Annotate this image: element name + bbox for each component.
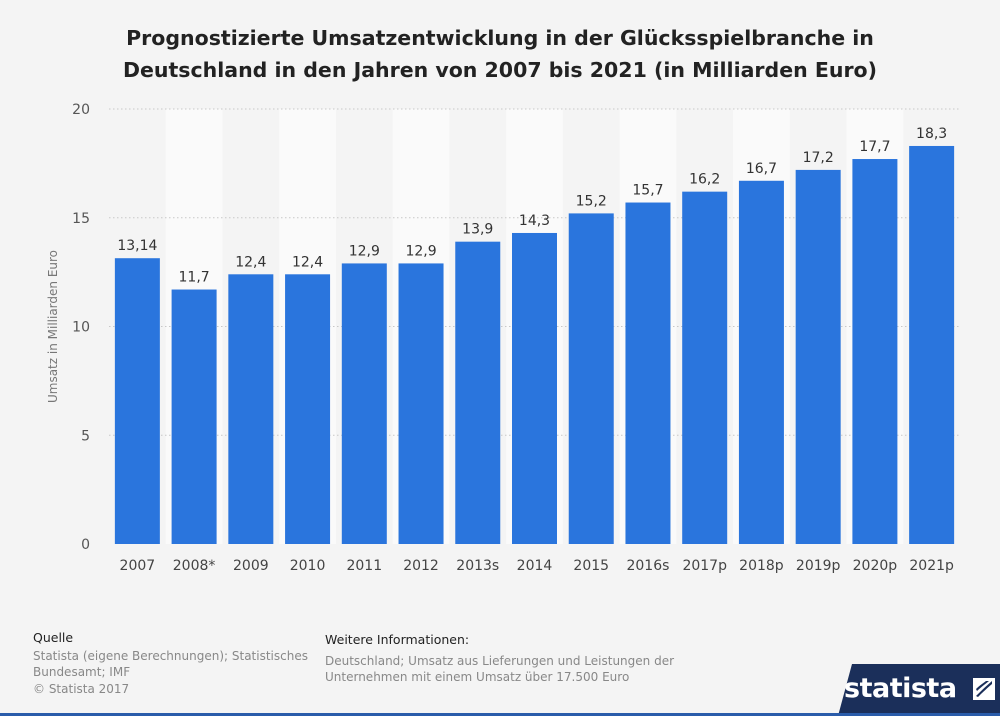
bar-value-label: 12,4 (235, 254, 266, 270)
x-tick-label: 2020p (853, 558, 898, 574)
bar-value-label: 13,14 (117, 238, 157, 254)
bar[interactable] (455, 241, 501, 545)
y-tick-label: 0 (81, 537, 90, 553)
bar-value-label: 18,3 (916, 126, 947, 142)
x-tick-label: 2017p (682, 558, 727, 574)
bar-chart: 0 5 10 15 20 Umsatz in Milliarden Euro 13,14… (46, 102, 960, 574)
bar-value-label: 12,9 (349, 243, 380, 259)
bar[interactable] (171, 289, 217, 544)
source-heading: Quelle (33, 630, 74, 645)
x-tick-label: 2008* (173, 558, 216, 574)
statista-logo[interactable]: statista (838, 664, 1000, 716)
x-tick-label: 2018p (739, 558, 784, 574)
bar[interactable] (114, 258, 160, 544)
bar-value-label: 14,3 (519, 213, 550, 229)
info-text-line-1: Deutschland; Umsatz aus Lieferungen und … (325, 653, 675, 668)
x-tick-label: 2007 (120, 558, 156, 574)
bar[interactable] (738, 180, 784, 544)
chart-title-line-1: Prognostizierte Umsatzentwicklung in der… (126, 26, 874, 50)
bar-value-label: 17,7 (859, 139, 890, 155)
bar-value-label: 12,4 (292, 254, 323, 270)
bar-value-label: 13,9 (462, 222, 493, 238)
bar[interactable] (568, 213, 614, 544)
source-text-line-1: Statista (eigene Berechnungen); Statisti… (33, 648, 308, 663)
logo-background (838, 664, 1000, 716)
bar[interactable] (625, 202, 671, 544)
bar[interactable] (795, 169, 841, 544)
x-tick-label: 2016s (626, 558, 669, 574)
bar-value-label: 15,7 (632, 183, 663, 199)
y-tick-label: 10 (72, 320, 90, 336)
x-tick-label: 2009 (233, 558, 269, 574)
x-tick-label: 2013s (456, 558, 499, 574)
x-tick-label: 2019p (796, 558, 841, 574)
bar[interactable] (285, 274, 331, 544)
info-block: Weitere Informationen: Deutschland; Umsa… (325, 632, 674, 686)
info-heading: Weitere Informationen: (325, 632, 470, 647)
bar[interactable] (512, 232, 557, 544)
chart-title: Prognostizierte Umsatzentwicklung in der… (0, 22, 1000, 86)
y-tick-label: 20 (72, 102, 90, 118)
x-tick-label: 2011 (346, 558, 382, 574)
y-axis-label: Umsatz in Milliarden Euro (46, 250, 60, 403)
source-block: Quelle Statista (eigene Berechnungen); S… (33, 630, 308, 697)
bars (114, 145, 955, 545)
chart-title-line-2: Deutschland in den Jahren von 2007 bis 2… (122, 58, 878, 82)
bar-value-label: 12,9 (405, 243, 436, 259)
bar-value-label: 16,7 (746, 161, 777, 177)
bar[interactable] (909, 145, 955, 544)
x-axis-labels: 2007 2008* 2009 2010 2011 2012 2013s 2014 2015 20… (120, 558, 954, 574)
logo-text: statista (844, 673, 957, 704)
value-labels: 13,14 11,7 12,4 12,4 12,9 12,9 13,9 14,3 15,2 15,… (117, 126, 947, 286)
bar[interactable] (398, 263, 444, 544)
y-axis-ticks: 0 5 10 15 20 (72, 102, 90, 553)
y-tick-label: 5 (81, 428, 90, 444)
bar-value-label: 17,2 (803, 150, 834, 166)
x-tick-label: 2015 (573, 558, 609, 574)
bar[interactable] (341, 263, 387, 544)
bar-value-label: 11,7 (179, 270, 210, 286)
bar[interactable] (682, 191, 728, 544)
copyright: © Statista 2017 (33, 681, 130, 696)
bar[interactable] (852, 159, 898, 544)
y-tick-label: 15 (72, 211, 90, 227)
source-text-line-2: Bundesamt; IMF (33, 665, 131, 679)
x-tick-label: 2010 (290, 558, 326, 574)
bar-value-label: 15,2 (576, 193, 607, 209)
bottom-accent-bar (0, 713, 1000, 716)
x-tick-label: 2012 (403, 558, 439, 574)
x-tick-label: 2021p (909, 558, 954, 574)
bar-value-label: 16,2 (689, 172, 720, 188)
info-text-line-2: Unternehmen mit einem Umsatz über 17.500… (325, 670, 630, 684)
logo-mark-icon (973, 678, 995, 700)
x-tick-label: 2014 (517, 558, 553, 574)
bar[interactable] (228, 274, 274, 544)
